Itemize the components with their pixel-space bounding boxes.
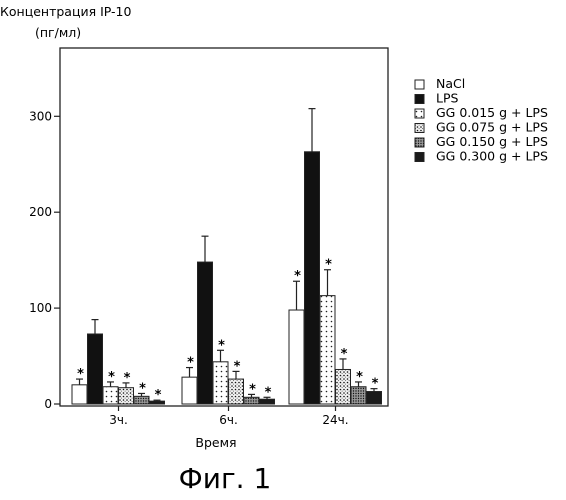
bar [289, 310, 304, 404]
bar [367, 392, 382, 404]
bar [134, 396, 149, 404]
x-axis-ticks: 3ч. 6ч. 24ч. [109, 406, 348, 427]
bar [320, 296, 335, 404]
x-tick-label: 3ч. [109, 413, 128, 427]
y-tick-label: 0 [44, 397, 52, 411]
significance-marker: * [341, 347, 348, 362]
y-tick-label: 200 [29, 205, 52, 219]
y-axis-title-line-2: (пг/мл) [35, 25, 81, 40]
bar [244, 397, 259, 404]
bar [213, 362, 228, 404]
bar [198, 262, 213, 404]
legend-swatch [415, 95, 424, 104]
bar [72, 385, 87, 404]
significance-marker: * [372, 377, 379, 392]
x-tick-label: 24ч. [322, 413, 348, 427]
legend-label: NaCl [436, 76, 465, 91]
y-axis-ticks: 0 100 200 300 [29, 109, 60, 411]
significance-marker: * [356, 370, 363, 385]
significance-marker: * [249, 382, 256, 397]
legend-swatch [415, 138, 424, 147]
legend-label: GG 0.075 g + LPS [436, 120, 548, 135]
significance-marker: * [155, 388, 162, 403]
legend-swatch [415, 109, 424, 118]
bar [119, 388, 134, 404]
legend-label: GG 0.150 g + LPS [436, 134, 548, 149]
significance-marker: * [108, 370, 115, 385]
significance-marker: * [124, 371, 131, 386]
significance-marker: * [294, 269, 301, 284]
y-tick-label: 300 [29, 109, 52, 123]
legend-label: LPS [436, 91, 459, 106]
bar [103, 387, 118, 404]
legend-swatch [415, 124, 424, 133]
significance-marker: * [139, 381, 146, 396]
significance-marker: * [218, 338, 225, 353]
x-tick-label: 6ч. [219, 413, 238, 427]
legend-swatch [415, 80, 424, 89]
legend-swatch [415, 153, 424, 162]
y-tick-label: 100 [29, 301, 52, 315]
bar [305, 152, 320, 404]
bar [182, 377, 197, 404]
figure-caption: Фиг. 1 [179, 462, 272, 495]
bar [88, 334, 103, 404]
significance-marker: * [325, 258, 332, 273]
legend-label: GG 0.300 g + LPS [436, 149, 548, 164]
x-axis-title: Время [195, 435, 236, 450]
significance-marker: * [265, 385, 272, 400]
significance-marker: * [187, 356, 194, 371]
bar [336, 369, 351, 404]
bar [229, 379, 244, 404]
significance-marker: * [77, 367, 84, 382]
bar [351, 387, 366, 404]
significance-marker: * [234, 359, 241, 374]
legend: NaClLPSGG 0.015 g + LPSGG 0.075 g + LPSG… [415, 76, 548, 164]
y-axis-title-line-1: Концентрация IP-10 [0, 4, 131, 19]
legend-label: GG 0.015 g + LPS [436, 105, 548, 120]
bars-layer: * * * * * * * * * * * * * * * [72, 109, 382, 404]
